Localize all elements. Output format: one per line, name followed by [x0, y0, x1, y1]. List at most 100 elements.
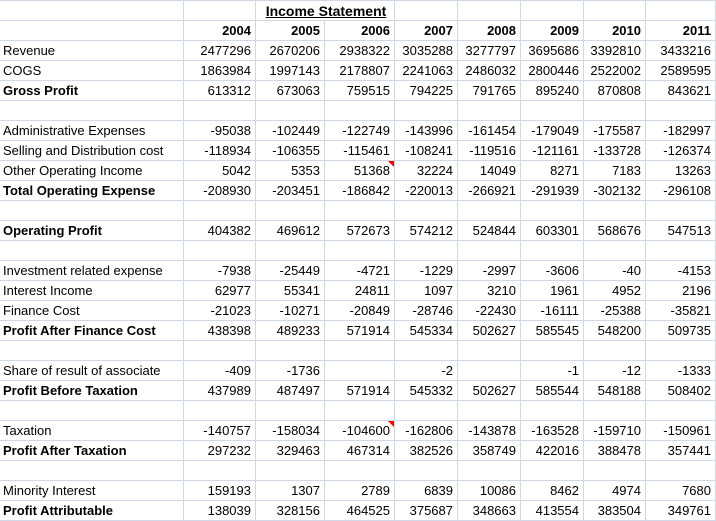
empty-cell[interactable]: [521, 401, 584, 421]
value-cell[interactable]: -106355: [256, 141, 325, 161]
title-row-cell[interactable]: [0, 1, 184, 21]
value-cell[interactable]: -159710: [584, 421, 646, 441]
title-row-cell[interactable]: [458, 1, 521, 21]
year-header[interactable]: 2006: [325, 21, 395, 41]
empty-cell[interactable]: [325, 201, 395, 221]
value-cell[interactable]: 524844: [458, 221, 521, 241]
value-cell[interactable]: -161454: [458, 121, 521, 141]
row-label[interactable]: Gross Profit: [0, 81, 184, 101]
empty-cell[interactable]: [0, 201, 184, 221]
value-cell[interactable]: -1229: [395, 261, 458, 281]
value-cell[interactable]: -25388: [584, 301, 646, 321]
value-cell[interactable]: -95038: [184, 121, 256, 141]
empty-cell[interactable]: [395, 101, 458, 121]
row-label[interactable]: Investment related expense: [0, 261, 184, 281]
value-cell[interactable]: 358749: [458, 441, 521, 461]
value-cell[interactable]: 7183: [584, 161, 646, 181]
row-label[interactable]: Interest Income: [0, 281, 184, 301]
value-cell[interactable]: 2589595: [646, 61, 716, 81]
empty-cell[interactable]: [584, 461, 646, 481]
row-label[interactable]: Other Operating Income: [0, 161, 184, 181]
empty-cell[interactable]: [584, 341, 646, 361]
value-cell[interactable]: 382526: [395, 441, 458, 461]
empty-cell[interactable]: [256, 461, 325, 481]
title-row-cell[interactable]: [646, 1, 716, 21]
value-cell[interactable]: 388478: [584, 441, 646, 461]
value-cell[interactable]: 568676: [584, 221, 646, 241]
title-row-cell[interactable]: [395, 1, 458, 21]
value-cell[interactable]: 1307: [256, 481, 325, 501]
value-cell[interactable]: -4721: [325, 261, 395, 281]
value-cell[interactable]: -2997: [458, 261, 521, 281]
empty-cell[interactable]: [325, 341, 395, 361]
empty-cell[interactable]: [458, 401, 521, 421]
year-header[interactable]: 2010: [584, 21, 646, 41]
value-cell[interactable]: 489233: [256, 321, 325, 341]
empty-cell[interactable]: [0, 401, 184, 421]
empty-cell[interactable]: [256, 101, 325, 121]
value-cell[interactable]: -150961: [646, 421, 716, 441]
value-cell[interactable]: -175587: [584, 121, 646, 141]
empty-cell[interactable]: [325, 241, 395, 261]
empty-cell[interactable]: [521, 201, 584, 221]
value-cell[interactable]: -158034: [256, 421, 325, 441]
value-cell[interactable]: 3392810: [584, 41, 646, 61]
empty-cell[interactable]: [256, 201, 325, 221]
value-cell[interactable]: 487497: [256, 381, 325, 401]
value-cell[interactable]: 2522002: [584, 61, 646, 81]
value-cell[interactable]: 467314: [325, 441, 395, 461]
empty-cell[interactable]: [395, 201, 458, 221]
value-cell[interactable]: -296108: [646, 181, 716, 201]
title-row-cell[interactable]: [325, 1, 395, 21]
value-cell[interactable]: 1097: [395, 281, 458, 301]
value-cell[interactable]: 603301: [521, 221, 584, 241]
value-cell[interactable]: 404382: [184, 221, 256, 241]
value-cell[interactable]: -1: [521, 361, 584, 381]
value-cell[interactable]: 2670206: [256, 41, 325, 61]
value-cell[interactable]: -16111: [521, 301, 584, 321]
value-cell[interactable]: 55341: [256, 281, 325, 301]
value-cell[interactable]: 571914: [325, 381, 395, 401]
value-cell[interactable]: 3277797: [458, 41, 521, 61]
value-cell[interactable]: -25449: [256, 261, 325, 281]
value-cell[interactable]: 14049: [458, 161, 521, 181]
value-cell[interactable]: -115461: [325, 141, 395, 161]
year-header[interactable]: 2011: [646, 21, 716, 41]
value-cell[interactable]: -122749: [325, 121, 395, 141]
value-cell[interactable]: 8462: [521, 481, 584, 501]
value-cell[interactable]: -108241: [395, 141, 458, 161]
empty-cell[interactable]: [395, 241, 458, 261]
value-cell[interactable]: 1961: [521, 281, 584, 301]
value-cell[interactable]: -3606: [521, 261, 584, 281]
value-cell[interactable]: 51368: [325, 161, 395, 181]
value-cell[interactable]: -28746: [395, 301, 458, 321]
empty-cell[interactable]: [646, 101, 716, 121]
value-cell[interactable]: -291939: [521, 181, 584, 201]
empty-cell[interactable]: [646, 341, 716, 361]
empty-cell[interactable]: [521, 341, 584, 361]
empty-cell[interactable]: [0, 461, 184, 481]
empty-cell[interactable]: [256, 401, 325, 421]
value-cell[interactable]: 585545: [521, 321, 584, 341]
empty-cell[interactable]: [325, 401, 395, 421]
value-cell[interactable]: -121161: [521, 141, 584, 161]
value-cell[interactable]: -2: [395, 361, 458, 381]
value-cell[interactable]: 383504: [584, 501, 646, 521]
value-cell[interactable]: -182997: [646, 121, 716, 141]
value-cell[interactable]: 2178807: [325, 61, 395, 81]
sheet-title[interactable]: Income Statement: [258, 2, 394, 20]
value-cell[interactable]: -143878: [458, 421, 521, 441]
value-cell[interactable]: 574212: [395, 221, 458, 241]
value-cell[interactable]: -40: [584, 261, 646, 281]
empty-cell[interactable]: [395, 401, 458, 421]
row-label[interactable]: Administrative Expenses: [0, 121, 184, 141]
value-cell[interactable]: -102449: [256, 121, 325, 141]
value-cell[interactable]: -220013: [395, 181, 458, 201]
value-cell[interactable]: 138039: [184, 501, 256, 521]
value-cell[interactable]: 4974: [584, 481, 646, 501]
value-cell[interactable]: -118934: [184, 141, 256, 161]
empty-cell[interactable]: [521, 101, 584, 121]
empty-cell[interactable]: [0, 101, 184, 121]
value-cell[interactable]: -1736: [256, 361, 325, 381]
value-cell[interactable]: -140757: [184, 421, 256, 441]
